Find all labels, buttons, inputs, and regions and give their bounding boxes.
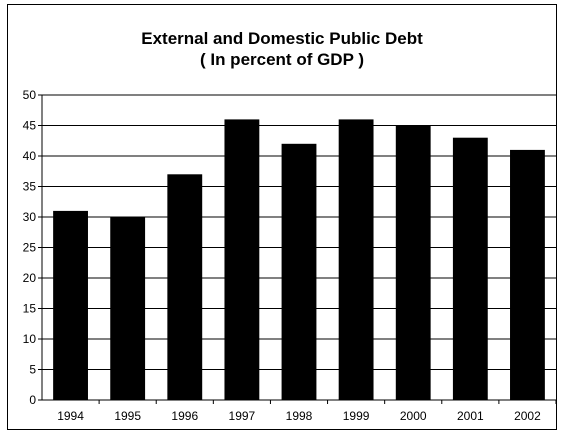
x-tick-label: 1994 bbox=[57, 409, 84, 423]
bar-1995 bbox=[110, 217, 146, 400]
chart-title-block: External and Domestic Public Debt ( In p… bbox=[0, 28, 564, 70]
y-tick-label: 25 bbox=[23, 241, 37, 255]
x-tick-label: 1997 bbox=[229, 409, 256, 423]
bar-1999 bbox=[338, 119, 374, 401]
x-tick-label: 2002 bbox=[514, 409, 541, 423]
y-tick-label: 35 bbox=[23, 180, 37, 194]
bar-1996 bbox=[167, 174, 203, 400]
chart-frame bbox=[7, 4, 557, 430]
y-tick-label: 5 bbox=[29, 363, 36, 377]
bar-2002 bbox=[510, 149, 545, 400]
y-tick-label: 0 bbox=[29, 393, 36, 407]
y-tick-label: 10 bbox=[23, 332, 37, 346]
x-tick-label: 1995 bbox=[114, 409, 141, 423]
y-tick-label: 20 bbox=[23, 271, 37, 285]
y-tick-label: 45 bbox=[23, 119, 37, 133]
y-tick-label: 30 bbox=[23, 210, 37, 224]
bar-1997 bbox=[224, 119, 260, 401]
bar-1994 bbox=[53, 210, 88, 400]
bar-1998 bbox=[281, 143, 317, 401]
x-tick-label: 2000 bbox=[400, 409, 427, 423]
x-tick-label: 1999 bbox=[343, 409, 370, 423]
x-tick-label: 2001 bbox=[457, 409, 484, 423]
bar-2001 bbox=[452, 137, 488, 400]
chart-subtitle: ( In percent of GDP ) bbox=[199, 50, 365, 69]
x-tick-label: 1998 bbox=[286, 409, 313, 423]
y-tick-label: 15 bbox=[23, 302, 37, 316]
y-tick-label: 50 bbox=[23, 88, 37, 102]
chart-title: External and Domestic Public Debt bbox=[141, 29, 423, 48]
x-tick-label: 1996 bbox=[171, 409, 198, 423]
y-tick-label: 40 bbox=[23, 149, 37, 163]
bar-2000 bbox=[395, 125, 431, 400]
